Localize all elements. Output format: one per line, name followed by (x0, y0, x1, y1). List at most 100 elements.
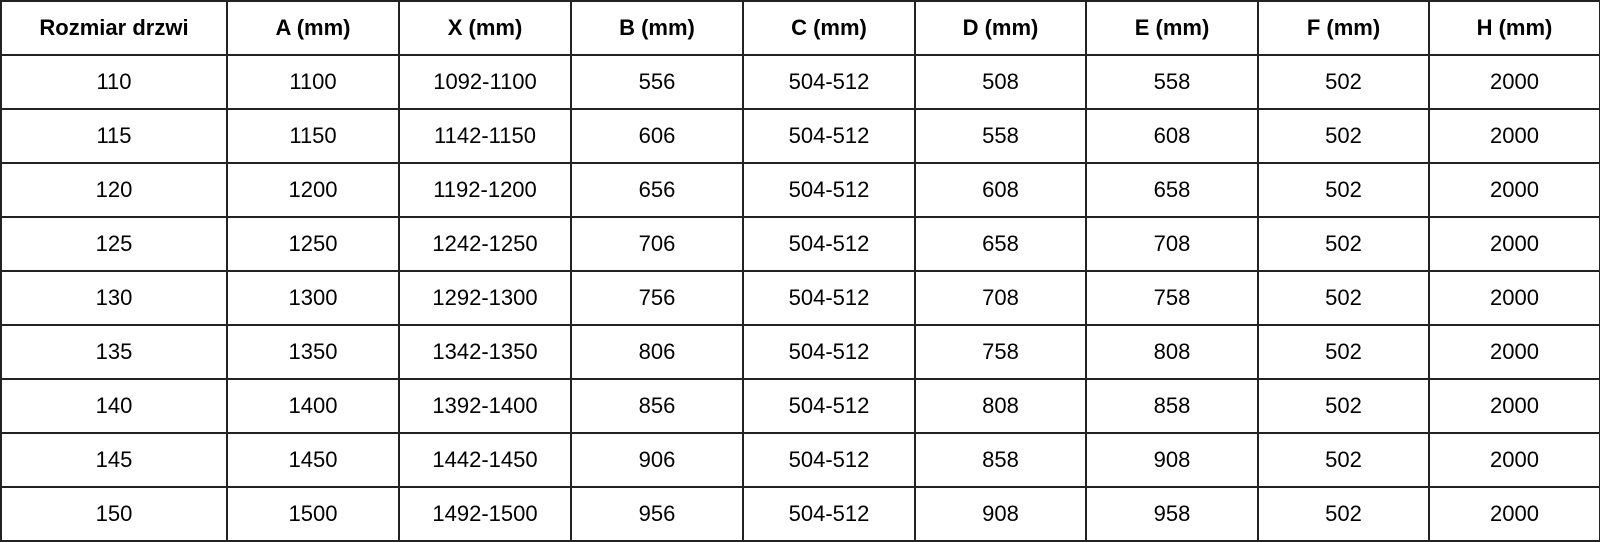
table-cell: 1300 (226, 270, 400, 326)
table-row: 125 1250 1242-1250 706 504-512 658 708 502 2000 (0, 216, 1600, 272)
table-cell: 856 (570, 378, 744, 434)
table-cell: 1150 (226, 108, 400, 164)
table-cell: 1242-1250 (398, 216, 572, 272)
table-cell: 556 (570, 54, 744, 110)
table-cell: 758 (1085, 270, 1259, 326)
table-cell: 1142-1150 (398, 108, 572, 164)
table-cell: 1450 (226, 432, 400, 488)
table-cell: 908 (914, 486, 1087, 542)
table-cell: 504-512 (742, 162, 916, 218)
table-cell: 908 (1085, 432, 1259, 488)
table-cell: 502 (1257, 378, 1430, 434)
table-cell: 1492-1500 (398, 486, 572, 542)
table-cell: 756 (570, 270, 744, 326)
table-cell: 2000 (1428, 162, 1600, 218)
table-row: 150 1500 1492-1500 956 504-512 908 958 502 2000 (0, 486, 1600, 542)
table-cell: 858 (914, 432, 1087, 488)
table-cell: 502 (1257, 162, 1430, 218)
table-cell: 608 (1085, 108, 1259, 164)
table-cell: 708 (914, 270, 1087, 326)
table-cell: 606 (570, 108, 744, 164)
table-row: 130 1300 1292-1300 756 504-512 708 758 502 2000 (0, 270, 1600, 326)
table-cell: 1100 (226, 54, 400, 110)
table-cell: 958 (1085, 486, 1259, 542)
table-cell: 145 (0, 432, 228, 488)
table-cell: 504-512 (742, 108, 916, 164)
table-cell: 706 (570, 216, 744, 272)
table-cell: 2000 (1428, 378, 1600, 434)
table-cell: 1192-1200 (398, 162, 572, 218)
table-cell: 858 (1085, 378, 1259, 434)
table-cell: 502 (1257, 486, 1430, 542)
table-cell: 502 (1257, 324, 1430, 380)
table-cell: 2000 (1428, 108, 1600, 164)
table-row: 145 1450 1442-1450 906 504-512 858 908 502 2000 (0, 432, 1600, 488)
table-row: 135 1350 1342-1350 806 504-512 758 808 502 2000 (0, 324, 1600, 380)
table-cell: 504-512 (742, 432, 916, 488)
table-cell: 150 (0, 486, 228, 542)
table-cell: 2000 (1428, 216, 1600, 272)
table-cell: 504-512 (742, 324, 916, 380)
table-cell: 2000 (1428, 324, 1600, 380)
column-header: H (mm) (1428, 0, 1600, 56)
table-cell: 708 (1085, 216, 1259, 272)
table-cell: 1500 (226, 486, 400, 542)
table-cell: 125 (0, 216, 228, 272)
column-header: X (mm) (398, 0, 572, 56)
table-cell: 504-512 (742, 216, 916, 272)
table-cell: 656 (570, 162, 744, 218)
table-cell: 808 (1085, 324, 1259, 380)
table-cell: 1092-1100 (398, 54, 572, 110)
table-cell: 2000 (1428, 54, 1600, 110)
table-cell: 1350 (226, 324, 400, 380)
table-cell: 906 (570, 432, 744, 488)
table-cell: 502 (1257, 432, 1430, 488)
table-cell: 1200 (226, 162, 400, 218)
table-cell: 758 (914, 324, 1087, 380)
column-header: D (mm) (914, 0, 1087, 56)
table-cell: 1292-1300 (398, 270, 572, 326)
column-header: F (mm) (1257, 0, 1430, 56)
table-cell: 806 (570, 324, 744, 380)
table-cell: 608 (914, 162, 1087, 218)
table-cell: 1250 (226, 216, 400, 272)
table-row: 120 1200 1192-1200 656 504-512 608 658 502 2000 (0, 162, 1600, 218)
table-cell: 2000 (1428, 486, 1600, 542)
table-cell: 956 (570, 486, 744, 542)
table-cell: 658 (914, 216, 1087, 272)
table-cell: 1342-1350 (398, 324, 572, 380)
table-cell: 558 (914, 108, 1087, 164)
table-cell: 140 (0, 378, 228, 434)
table-cell: 502 (1257, 216, 1430, 272)
table-cell: 130 (0, 270, 228, 326)
table-cell: 658 (1085, 162, 1259, 218)
table-cell: 558 (1085, 54, 1259, 110)
table-cell: 502 (1257, 270, 1430, 326)
table-cell: 508 (914, 54, 1087, 110)
table-cell: 115 (0, 108, 228, 164)
table-cell: 1392-1400 (398, 378, 572, 434)
header-row: Rozmiar drzwi A (mm) X (mm) B (mm) C (mm) D (… (0, 0, 1600, 56)
table-cell: 504-512 (742, 270, 916, 326)
table-cell: 2000 (1428, 432, 1600, 488)
column-header: E (mm) (1085, 0, 1259, 56)
table-cell: 504-512 (742, 54, 916, 110)
column-header: A (mm) (226, 0, 400, 56)
table-cell: 808 (914, 378, 1087, 434)
table-cell: 502 (1257, 108, 1430, 164)
column-header: C (mm) (742, 0, 916, 56)
table-cell: 1400 (226, 378, 400, 434)
table-row: 115 1150 1142-1150 606 504-512 558 608 502 2000 (0, 108, 1600, 164)
table-cell: 2000 (1428, 270, 1600, 326)
table-cell: 110 (0, 54, 228, 110)
table-cell: 504-512 (742, 486, 916, 542)
table-row: 140 1400 1392-1400 856 504-512 808 858 502 2000 (0, 378, 1600, 434)
column-header: Rozmiar drzwi (0, 0, 228, 56)
table-cell: 502 (1257, 54, 1430, 110)
column-header: B (mm) (570, 0, 744, 56)
table-row: 110 1100 1092-1100 556 504-512 508 558 502 2000 (0, 54, 1600, 110)
table-cell: 120 (0, 162, 228, 218)
table-cell: 1442-1450 (398, 432, 572, 488)
table-cell: 504-512 (742, 378, 916, 434)
